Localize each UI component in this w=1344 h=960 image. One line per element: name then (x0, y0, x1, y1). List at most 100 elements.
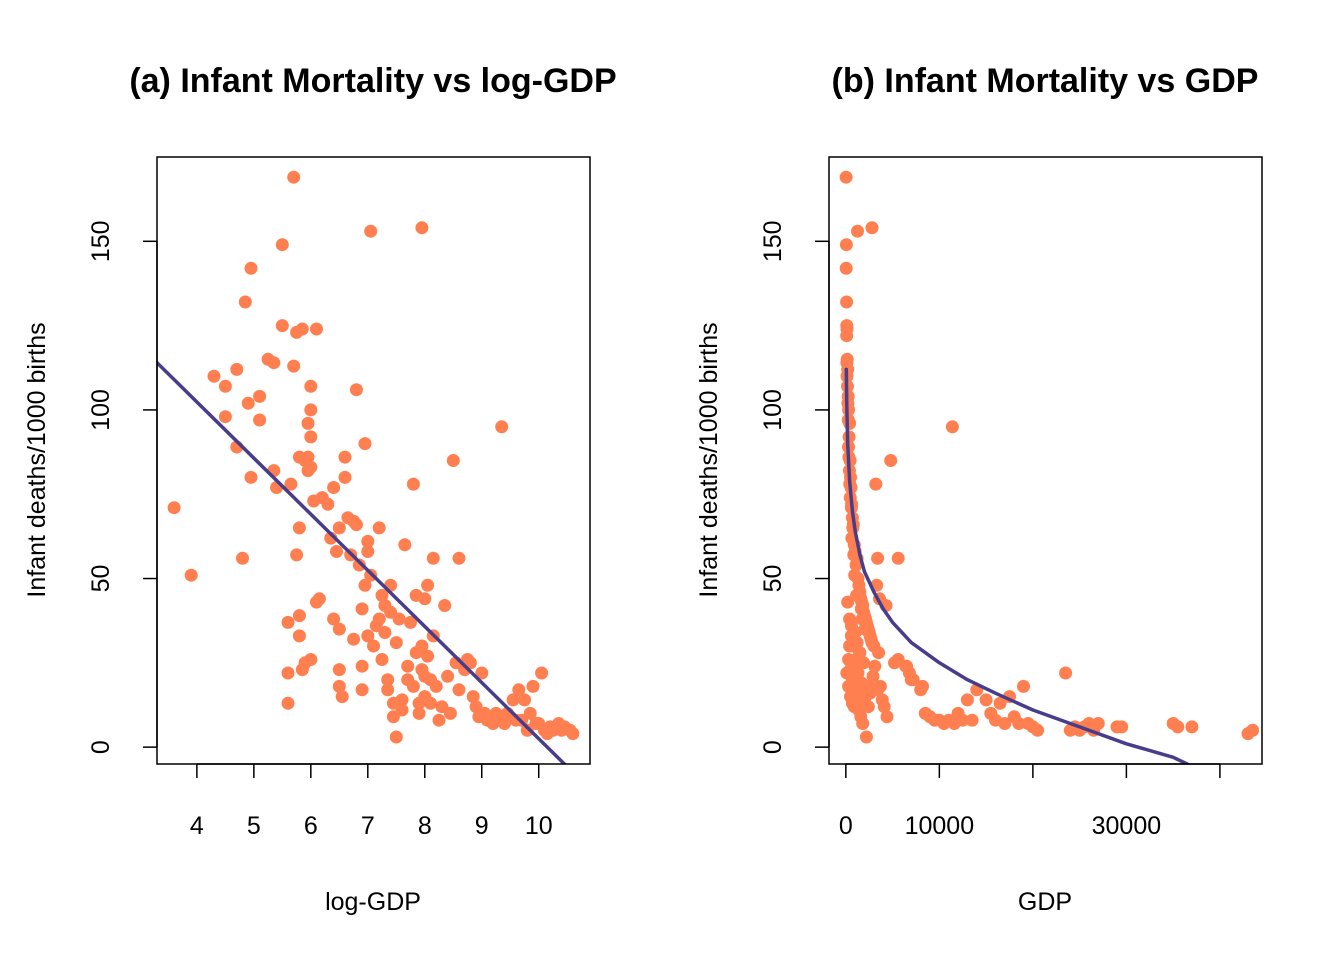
data-point (361, 545, 375, 558)
data-point (304, 460, 318, 474)
data-point (847, 700, 861, 714)
data-point (865, 221, 879, 235)
data-point (355, 683, 369, 697)
data-point (304, 653, 318, 666)
data-point (207, 369, 221, 383)
data-point (441, 669, 455, 683)
data-point (275, 319, 289, 333)
data-point (859, 730, 873, 744)
data-point (352, 558, 366, 572)
data-point (1012, 717, 1026, 730)
data-point (381, 683, 395, 697)
data-point (429, 679, 443, 693)
data-point (332, 679, 346, 693)
data-point (253, 389, 267, 403)
x-axis-b: 0 10000 30000 (839, 763, 1221, 840)
data-point (1059, 666, 1073, 680)
data-point (401, 659, 415, 673)
data-point (349, 518, 363, 532)
y-axis-label-a: Infant deaths/1000 births (23, 322, 51, 597)
y-tick-label: 150 (87, 220, 115, 262)
y-tick-label: 50 (87, 565, 115, 593)
x-tick-label: 6 (304, 812, 318, 840)
x-tick-label: 9 (475, 812, 489, 840)
y-axis-b: 0 50 100 150 (759, 220, 830, 754)
data-point (355, 602, 369, 616)
data-point (535, 666, 549, 680)
data-point (355, 659, 369, 673)
data-point (332, 663, 346, 677)
data-point (956, 713, 970, 727)
data-point (945, 420, 959, 434)
y-tick-label: 0 (759, 740, 787, 754)
data-point (238, 295, 252, 309)
data-point (267, 356, 281, 370)
data-point (304, 403, 318, 417)
data-point (287, 359, 301, 373)
data-point (358, 578, 372, 592)
data-point (292, 521, 306, 535)
data-point (446, 454, 460, 467)
data-point (381, 673, 395, 687)
data-point (361, 629, 375, 643)
data-point (877, 700, 891, 714)
data-point (843, 639, 857, 653)
x-tick-label: 5 (247, 812, 261, 840)
data-point (332, 622, 346, 636)
data-point (412, 706, 426, 720)
data-point (310, 322, 323, 336)
data-point (367, 639, 380, 653)
data-point (406, 477, 420, 491)
data-point (1091, 717, 1105, 730)
data-point (184, 568, 198, 582)
fit-line-group-b (844, 367, 1189, 764)
data-point (853, 686, 867, 700)
data-point (372, 521, 386, 535)
x-axis-a: 4 5 6 7 8 9 10 (190, 763, 553, 840)
data-point (244, 470, 258, 484)
data-point (506, 693, 520, 707)
data-point (301, 416, 315, 430)
data-point (884, 454, 898, 467)
x-tick-label: 30000 (1092, 812, 1162, 840)
data-point (443, 706, 457, 720)
data-point (281, 696, 295, 710)
plot-frame-a (156, 156, 591, 765)
data-point (389, 730, 403, 744)
plot-frame-b (828, 156, 1263, 765)
x-tick-label: 4 (190, 812, 204, 840)
fit-line-b (844, 367, 1189, 764)
data-point (295, 322, 309, 336)
data-point (364, 224, 378, 238)
data-point (415, 221, 429, 235)
data-point (1171, 720, 1185, 734)
data-point (855, 676, 869, 690)
data-point (281, 615, 295, 629)
data-point (840, 329, 854, 343)
data-point (844, 619, 858, 633)
data-point (475, 666, 489, 680)
scatter-points-a (167, 170, 580, 744)
data-point (512, 683, 526, 697)
data-point (871, 551, 885, 565)
data-point (281, 666, 295, 680)
data-point (466, 690, 480, 704)
data-point (284, 477, 298, 491)
data-point (301, 450, 315, 464)
data-point (1115, 720, 1129, 734)
x-tick-label: 0 (839, 812, 853, 840)
data-point (218, 410, 232, 424)
data-point (304, 430, 318, 444)
fit-line-group-a (157, 360, 567, 764)
panel-b: (b) Infant Mortality vs GDP GDP Infant d… (695, 62, 1263, 916)
data-point (841, 595, 855, 609)
data-point (438, 599, 452, 612)
data-point (839, 238, 853, 252)
data-point (372, 612, 386, 626)
data-point (230, 362, 244, 376)
data-point (979, 693, 993, 707)
x-axis-label-b: GDP (1018, 888, 1072, 916)
data-point (375, 653, 389, 666)
x-axis-label-a: log-GDP (325, 888, 421, 916)
data-point (1017, 679, 1030, 693)
